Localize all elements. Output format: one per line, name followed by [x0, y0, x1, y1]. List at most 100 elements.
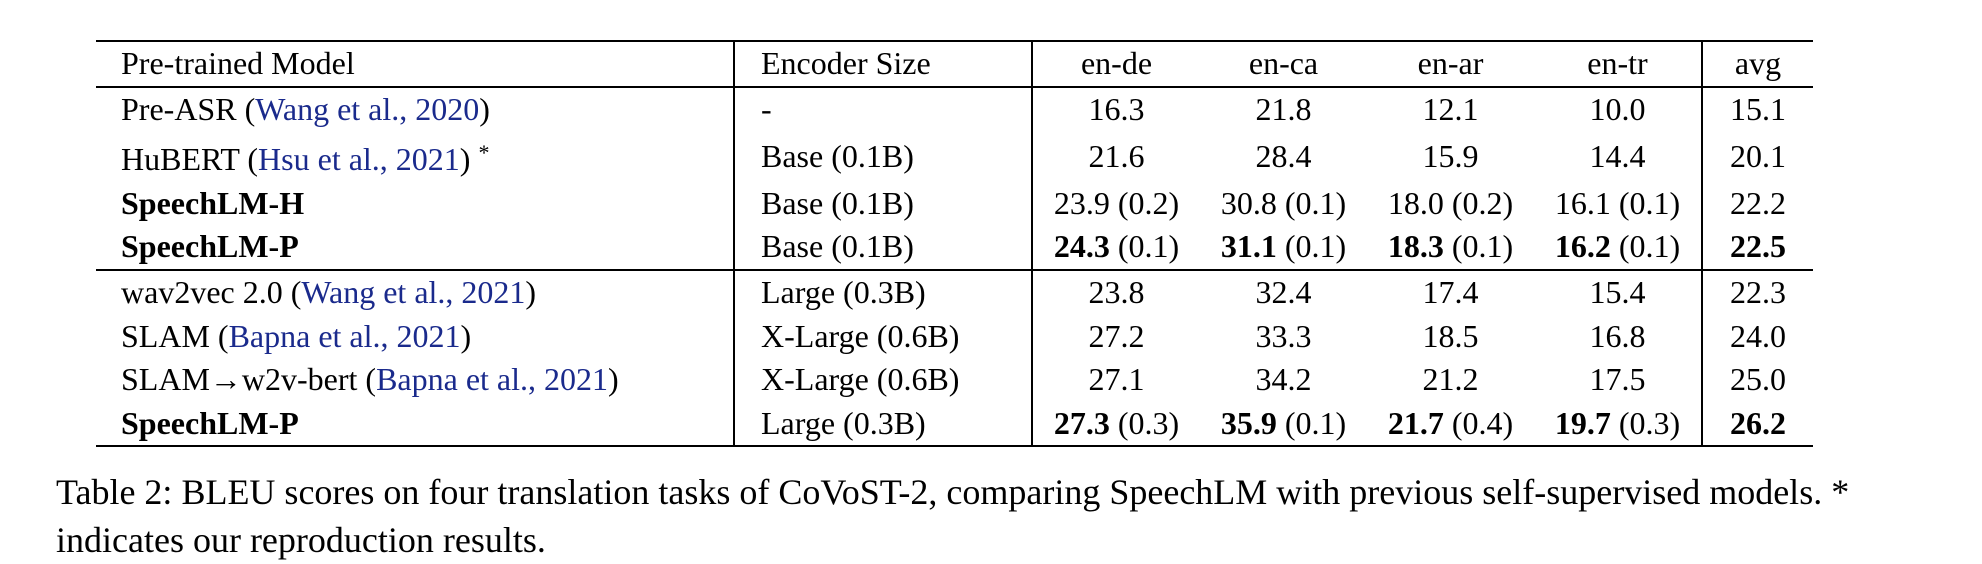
bleu-score-cell: 17.5: [1534, 358, 1702, 402]
bleu-value: 28.4: [1255, 137, 1312, 174]
bleu-value: 12.1: [1422, 90, 1479, 127]
header-en-ca: en-ca: [1248, 45, 1319, 81]
bleu-std: (0.2): [1451, 184, 1514, 221]
bleu-value: 33.3: [1255, 317, 1312, 354]
bleu-score-cell: 27.3 (0.3): [1032, 402, 1200, 447]
bleu-value: 16.3: [1088, 90, 1145, 127]
bleu-score-cell: 12.1: [1367, 87, 1534, 132]
bleu-score-cell: 23.8: [1032, 270, 1200, 315]
reproduction-marker: *: [478, 140, 490, 166]
table-body: Pre-ASR (Wang et al., 2020) - 16.3 21.8 12.1…: [96, 86, 1813, 447]
bleu-std: (0.1): [1284, 228, 1347, 265]
bleu-value: 21.6: [1088, 137, 1145, 174]
bleu-score-cell: 18.0 (0.2): [1367, 182, 1534, 226]
table-caption: Table 2: BLEU scores on four translation…: [56, 472, 1850, 560]
bleu-value: 15.4: [1589, 273, 1646, 310]
bleu-value: 23.9: [1053, 184, 1110, 221]
bleu-std: (0.1): [1117, 228, 1180, 265]
table-header: Pre-trained Model Encoder Size en-de en-…: [96, 41, 1813, 87]
citation-link[interactable]: Bapna et al., 2021: [228, 317, 461, 354]
encoder-size-cell: X-Large (0.6B): [733, 314, 1033, 359]
bleu-score-cell: 35.9 (0.1): [1200, 402, 1367, 447]
bleu-score-cell: 30.8 (0.1): [1200, 182, 1367, 226]
bleu-std: (0.3): [1117, 404, 1180, 441]
bleu-std: (0.1): [1618, 228, 1681, 265]
bleu-score-cell: 15.9: [1367, 131, 1534, 182]
avg-cell: 22.5: [1701, 225, 1813, 270]
bleu-score-cell: 27.1: [1032, 358, 1200, 402]
bleu-score-cell: 19.7 (0.3): [1534, 402, 1702, 447]
encoder-size-cell: Large (0.3B): [733, 269, 1033, 315]
bleu-value: 32.4: [1255, 273, 1312, 310]
avg-cell: 15.1: [1701, 86, 1813, 132]
model-cell: SLAM (Bapna et al., 2021): [121, 317, 472, 354]
bleu-value: 24.3: [1053, 228, 1110, 265]
table-row: SpeechLM-H Base (0.1B) 23.9 (0.2) 30.8 (0.1…: [96, 181, 1813, 226]
table-row: SpeechLM-P Large (0.3B) 27.3 (0.3) 35.9 (0.…: [96, 401, 1813, 447]
table-row: HuBERT (Hsu et al., 2021) * Base (0.1B) 21…: [96, 131, 1813, 182]
bleu-value: 27.3: [1053, 404, 1110, 441]
encoder-size-cell: Large (0.3B): [733, 401, 1033, 447]
bleu-score-cell: 27.2: [1032, 315, 1200, 359]
table-row: SLAM→w2v-bert (Bapna et al., 2021) X-Larg…: [96, 358, 1813, 402]
model-cell: Pre-ASR (Wang et al., 2020): [121, 90, 490, 127]
bleu-value: 35.9: [1220, 404, 1277, 441]
header-encoder: Encoder Size: [733, 41, 1033, 87]
model-cell: SpeechLM-P: [96, 225, 734, 270]
bleu-score-cell: 21.2: [1367, 358, 1534, 402]
header-en-de: en-de: [1080, 45, 1153, 81]
bleu-std: (0.1): [1618, 184, 1681, 221]
bleu-score-cell: 24.3 (0.1): [1032, 225, 1200, 270]
bleu-std: (0.4): [1451, 404, 1514, 441]
model-cell: wav2vec 2.0 (Wang et al., 2021): [121, 273, 537, 310]
header-en-ar: en-ar: [1417, 45, 1484, 81]
bleu-value: 23.8: [1088, 273, 1145, 310]
bleu-score-cell: 31.1 (0.1): [1200, 225, 1367, 270]
citation-link[interactable]: Wang et al., 2021: [301, 273, 526, 310]
bleu-value: 31.1: [1220, 228, 1277, 265]
bleu-value: 30.8: [1220, 184, 1277, 221]
table-row: SLAM (Bapna et al., 2021) X-Large (0.6B) 2…: [96, 314, 1813, 359]
model-name: SLAM: [121, 317, 210, 354]
table-row: Pre-ASR (Wang et al., 2020) - 16.3 21.8 12.1…: [96, 86, 1813, 132]
avg-value: 26.2: [1730, 404, 1786, 441]
model-name: Pre-ASR: [121, 90, 237, 127]
avg-value: 15.1: [1730, 90, 1786, 127]
model-name: SpeechLM-P: [121, 228, 299, 265]
bleu-score-cell: 21.6: [1032, 131, 1200, 182]
bleu-std: (0.3): [1618, 404, 1681, 441]
encoder-size-cell: X-Large (0.6B): [733, 358, 1033, 402]
model-cell: SpeechLM-P: [96, 402, 734, 447]
bleu-value: 34.2: [1255, 361, 1312, 398]
citation-link[interactable]: Wang et al., 2020: [255, 90, 480, 127]
bleu-value: 14.4: [1589, 137, 1646, 174]
avg-cell: 26.2: [1701, 401, 1813, 447]
model-name: wav2vec 2.0: [121, 273, 283, 310]
header-avg: avg: [1701, 41, 1813, 87]
bleu-score-cell: 33.3: [1200, 315, 1367, 359]
bleu-score-cell: 16.1 (0.1): [1534, 182, 1702, 226]
model-name: SpeechLM-P: [121, 404, 299, 441]
header-model: Pre-trained Model: [121, 45, 355, 81]
bleu-score-cell: 10.0: [1534, 87, 1702, 132]
avg-value: 25.0: [1730, 361, 1786, 398]
table-row: SpeechLM-P Base (0.1B) 24.3 (0.1) 31.1 (0.1…: [96, 225, 1813, 270]
encoder-size-cell: Base (0.1B): [733, 225, 1033, 270]
avg-cell: 25.0: [1701, 358, 1813, 402]
citation-link[interactable]: Bapna et al., 2021: [376, 361, 609, 398]
bleu-value: 15.9: [1422, 137, 1479, 174]
avg-value: 20.1: [1730, 137, 1786, 174]
bleu-score-cell: 18.3 (0.1): [1367, 225, 1534, 270]
bleu-std: (0.1): [1451, 228, 1514, 265]
bleu-value: 18.3: [1387, 228, 1444, 265]
avg-cell: 22.3: [1701, 269, 1813, 315]
bleu-score-cell: 18.5: [1367, 315, 1534, 359]
citation-link[interactable]: Hsu et al., 2021: [258, 141, 460, 178]
encoder-size-cell: Base (0.1B): [733, 131, 1033, 182]
bleu-value: 27.1: [1088, 361, 1145, 398]
model-name: SpeechLM-H: [121, 184, 305, 221]
bleu-value: 10.0: [1589, 90, 1646, 127]
table-row: wav2vec 2.0 (Wang et al., 2021) Large (0.…: [96, 269, 1813, 315]
header-row: Pre-trained Model Encoder Size en-de en-…: [96, 41, 1813, 87]
avg-cell: 22.2: [1701, 181, 1813, 226]
